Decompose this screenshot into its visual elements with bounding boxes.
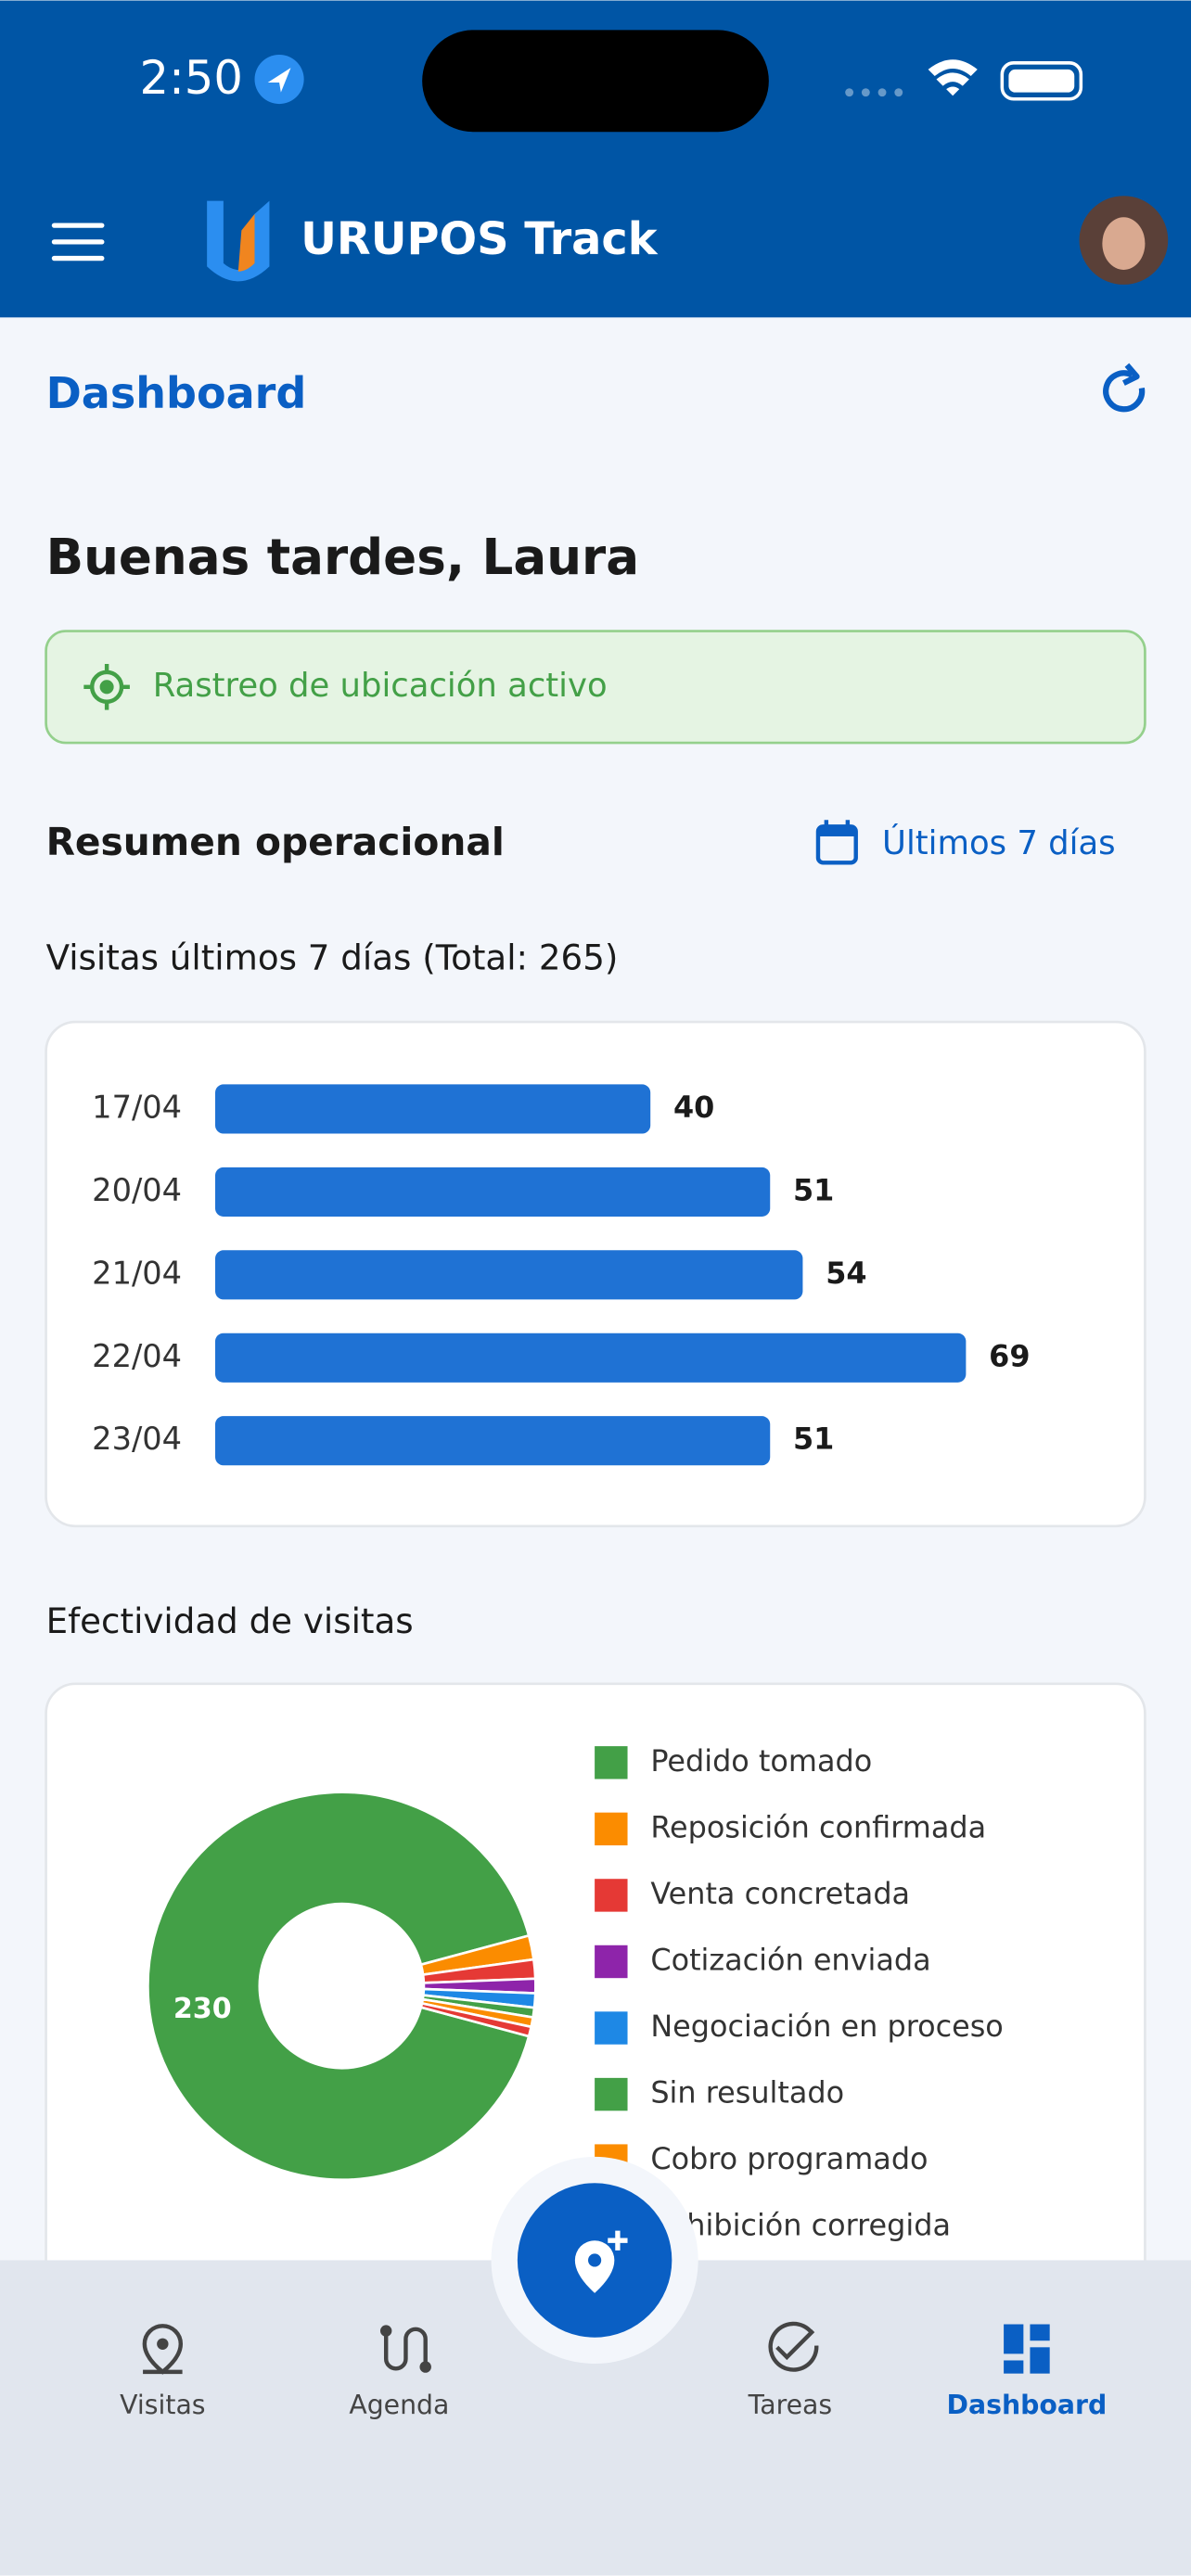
legend-label: Reposición confirmada	[650, 1809, 986, 1844]
legend-label: Cobro programado	[650, 2141, 928, 2176]
bar-label: 22/04	[92, 1338, 182, 1374]
chart-title: Efectividad de visitas	[46, 1600, 414, 1641]
bar	[215, 1416, 771, 1466]
value-label: 51	[793, 1422, 834, 1457]
pie-slice	[147, 1791, 531, 2181]
add-visit-icon-dot	[588, 2253, 602, 2267]
nav-label: Dashboard	[947, 2390, 1108, 2420]
nav-label: Tareas	[748, 2390, 833, 2420]
nav-tareas[interactable]: Tareas	[748, 2321, 833, 2420]
legend-swatch	[595, 1945, 628, 1979]
nav-visitas[interactable]: Visitas	[120, 2324, 206, 2420]
value-label: 54	[826, 1256, 866, 1291]
legend-label: Negociación en proceso	[650, 2009, 1003, 2044]
legend-swatch	[595, 2077, 628, 2111]
legend-swatch	[595, 2011, 628, 2045]
range-icon[interactable]	[815, 820, 858, 865]
page-title: Dashboard	[46, 368, 307, 418]
tracking-banner	[45, 630, 1146, 745]
value-label: 51	[793, 1172, 834, 1207]
nav-dashboard[interactable]: Dashboard	[947, 2324, 1108, 2421]
legend-label: Cotización enviada	[650, 1942, 930, 1977]
section-title: Resumen operacional	[46, 820, 505, 864]
range-selector[interactable]: Últimos 7 días	[882, 823, 1116, 862]
legend-label: Exhibición corregida	[650, 2208, 951, 2243]
greeting: Buenas tardes, Laura	[46, 529, 640, 586]
legend-swatch	[595, 1812, 628, 1846]
value-label: 69	[989, 1338, 1030, 1373]
location-arrow	[267, 68, 291, 93]
legend-label: Sin resultado	[650, 2075, 844, 2111]
slice-label: 230	[173, 1993, 232, 2025]
tracking-status: Rastreo de ubicación activo	[153, 667, 608, 705]
nav-label: Visitas	[120, 2390, 205, 2420]
pie-slice	[419, 2001, 533, 2038]
bar-label: 21/04	[92, 1255, 182, 1291]
logo	[207, 200, 270, 282]
legend-swatch	[595, 1746, 628, 1779]
legend-label: Venta concretada	[650, 1876, 910, 1911]
bar	[215, 1333, 967, 1383]
avatar-face	[1102, 217, 1146, 270]
bar-label: 20/04	[92, 1172, 182, 1208]
dynamic-island	[422, 30, 769, 133]
logo-accent	[237, 213, 255, 272]
value-label: 40	[673, 1090, 714, 1125]
chart-title: Visitas últimos 7 días (Total: 265)	[46, 937, 619, 977]
app-title: URUPOS Track	[301, 214, 659, 265]
bar-label: 17/04	[92, 1089, 182, 1125]
refresh-button[interactable]	[1103, 363, 1146, 413]
time: 2:50	[140, 51, 243, 105]
bar	[215, 1250, 803, 1300]
legend-label: Pedido tomado	[650, 1743, 872, 1779]
legend-swatch	[595, 1879, 628, 1912]
status-icons	[845, 59, 1083, 101]
menu-button[interactable]	[51, 223, 105, 261]
bar	[215, 1167, 771, 1217]
tracking-icon	[83, 664, 130, 710]
nav-label: Agenda	[349, 2390, 449, 2420]
add-visit-plus	[608, 2230, 628, 2251]
bar-label: 23/04	[92, 1421, 182, 1457]
bar	[215, 1084, 651, 1134]
nav-agenda[interactable]: Agenda	[349, 2325, 449, 2420]
